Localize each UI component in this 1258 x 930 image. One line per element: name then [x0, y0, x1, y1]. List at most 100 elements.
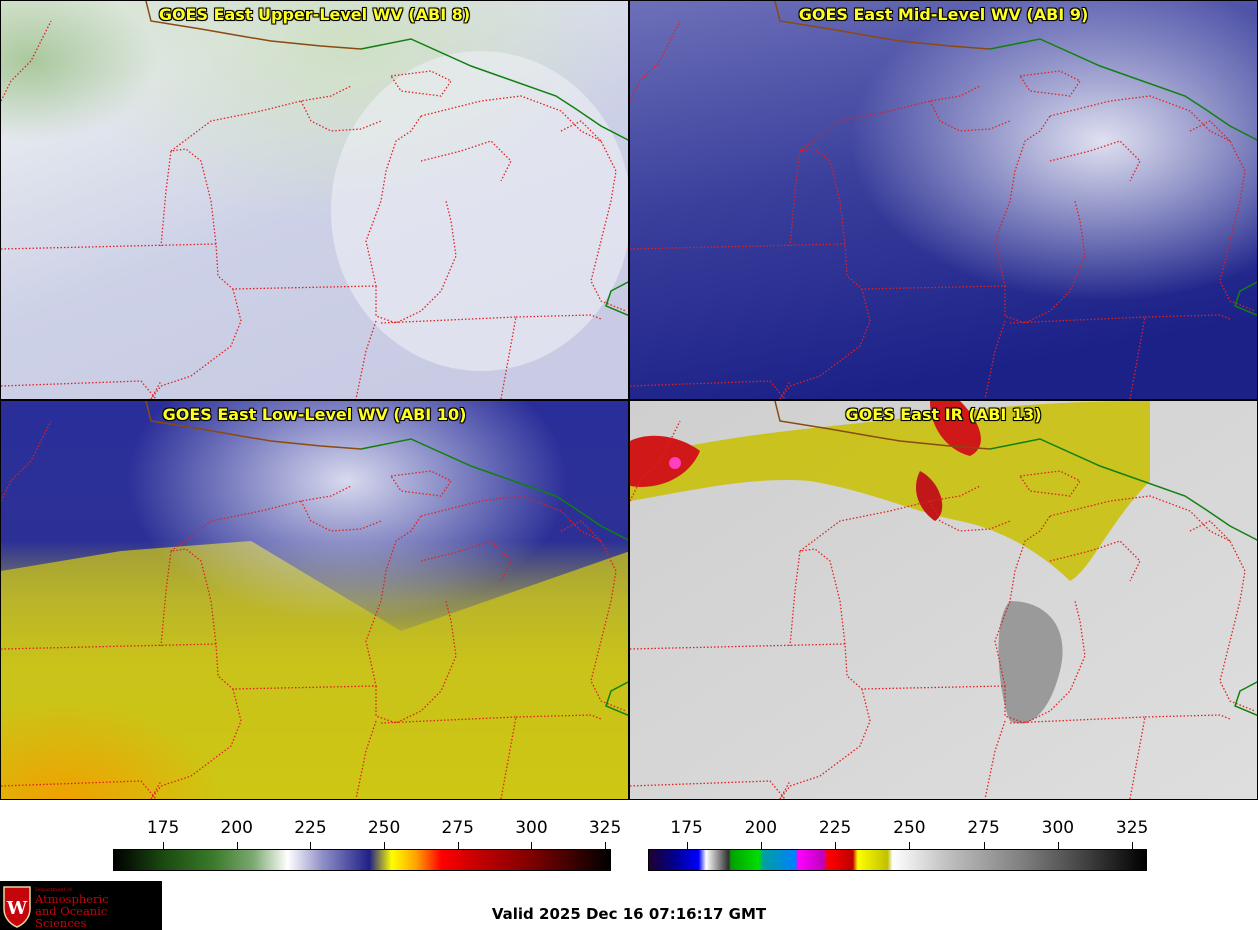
canada-border [774, 401, 991, 450]
state-border [420, 95, 627, 312]
colorbar-tick-label: 300 [515, 818, 548, 838]
colorbar-tick-mark [983, 842, 985, 849]
state-border [1, 420, 52, 502]
colorbar-tick-mark [384, 842, 386, 849]
state-border [560, 120, 602, 142]
international-border [989, 438, 1257, 541]
low-level-wv-image [1, 401, 628, 799]
state-border [150, 688, 242, 799]
state-border [789, 548, 846, 647]
ir-colorbar [648, 849, 1147, 871]
state-border [799, 85, 981, 152]
state-border [1144, 714, 1231, 720]
logo-small-text: Department of [35, 887, 72, 893]
state-border [984, 720, 1006, 799]
aos-logo: W Department of Atmospheric and Oceanic … [0, 881, 162, 930]
logo-text: Department of Atmospheric and Oceanic Sc… [35, 887, 162, 930]
state-border [170, 485, 352, 552]
state-border [1049, 540, 1141, 582]
international-border [989, 38, 1257, 141]
state-border [779, 688, 871, 799]
panel-title: GOES East Upper-Level WV (ABI 8) [158, 5, 471, 24]
panel-upper-level-wv: GOES East Upper-Level WV (ABI 8) [0, 0, 629, 400]
canada-border [774, 1, 991, 50]
colorbar-tick-label: 200 [744, 818, 778, 838]
colorbar-tick-mark [835, 842, 837, 849]
colorbar-tick-label: 325 [1115, 818, 1149, 838]
state-border [1, 515, 422, 690]
colorbar-tick-label: 325 [588, 818, 622, 838]
colorbar-tick-mark [310, 842, 312, 849]
ir-colorbar-ticks: 175 200 225 250 275 300 325 [648, 818, 1149, 849]
colorbar-tick-mark [531, 842, 533, 849]
international-border [1234, 281, 1257, 316]
state-border [515, 314, 602, 320]
state-border [420, 140, 512, 182]
international-border [1234, 681, 1257, 716]
state-border [1144, 314, 1231, 320]
state-border [929, 500, 1011, 532]
colorbar-tick-mark [163, 842, 165, 849]
state-border [300, 500, 382, 532]
state-border [1, 115, 422, 290]
panel-title: GOES East Mid-Level WV (ABI 9) [798, 5, 1089, 24]
colorbar-tick-label: 225 [818, 818, 852, 838]
colorbar-tick-mark [236, 842, 238, 849]
colorbar-tick-label: 250 [367, 818, 401, 838]
state-border [1049, 140, 1141, 182]
upper-level-wv-image [1, 1, 628, 399]
colorbar-tick-label: 200 [220, 818, 253, 838]
state-border [630, 115, 1051, 290]
colorbar-tick-label: 175 [146, 818, 180, 838]
state-border [630, 420, 681, 502]
state-border [1049, 495, 1256, 712]
state-border [984, 320, 1006, 399]
colorbar-tick-mark [909, 842, 911, 849]
colorbar-tick-mark [1132, 842, 1134, 849]
state-border [300, 100, 382, 132]
canada-border [145, 1, 362, 50]
state-border [779, 288, 871, 399]
state-border [160, 548, 217, 647]
panel-low-level-wv: GOES East Low-Level WV (ABI 10) [0, 400, 629, 800]
state-border [1189, 520, 1231, 542]
state-border [355, 320, 377, 399]
state-border [1, 780, 157, 799]
uw-crest-icon: W [3, 886, 31, 928]
panel-ir: GOES East IR (ABI 13) [629, 400, 1258, 800]
colorbar-tick-mark [760, 842, 762, 849]
state-border [515, 714, 602, 720]
state-border [420, 495, 627, 712]
state-border [420, 540, 512, 582]
svg-text:W: W [6, 898, 28, 919]
colorbar-tick-label: 275 [967, 818, 1000, 838]
state-border [160, 148, 217, 247]
colorbar-tick-label: 225 [294, 818, 327, 838]
state-border [630, 515, 1051, 690]
international-border [360, 38, 628, 141]
colorbar-tick-mark [457, 842, 459, 849]
mid-level-wv-image [630, 1, 1257, 399]
state-border [799, 485, 981, 552]
state-border [355, 720, 377, 799]
colorbar-tick-mark [605, 842, 607, 849]
state-border [1049, 95, 1256, 312]
state-border [630, 780, 786, 799]
panel-mid-level-wv: GOES East Mid-Level WV (ABI 9) [629, 0, 1258, 400]
canada-border [145, 401, 362, 450]
logo-line2: and Oceanic Sciences [35, 904, 108, 930]
ir-image [630, 401, 1257, 799]
panel-title: GOES East Low-Level WV (ABI 10) [162, 405, 467, 424]
colorbar-tick-mark [686, 842, 688, 849]
logo-line1: Atmospheric [35, 892, 109, 907]
wv-colorbar-ticks: 175 200 225 250 275 300 325 [113, 818, 621, 849]
state-border [560, 520, 602, 542]
state-border [630, 20, 681, 102]
state-border [150, 288, 242, 399]
state-border [170, 85, 352, 152]
panel-title: GOES East IR (ABI 13) [845, 405, 1042, 424]
colorbar-tick-label: 275 [441, 818, 474, 838]
colorbar-tick-mark [1057, 842, 1059, 849]
wv-colorbar [113, 849, 611, 871]
international-border [360, 438, 628, 541]
